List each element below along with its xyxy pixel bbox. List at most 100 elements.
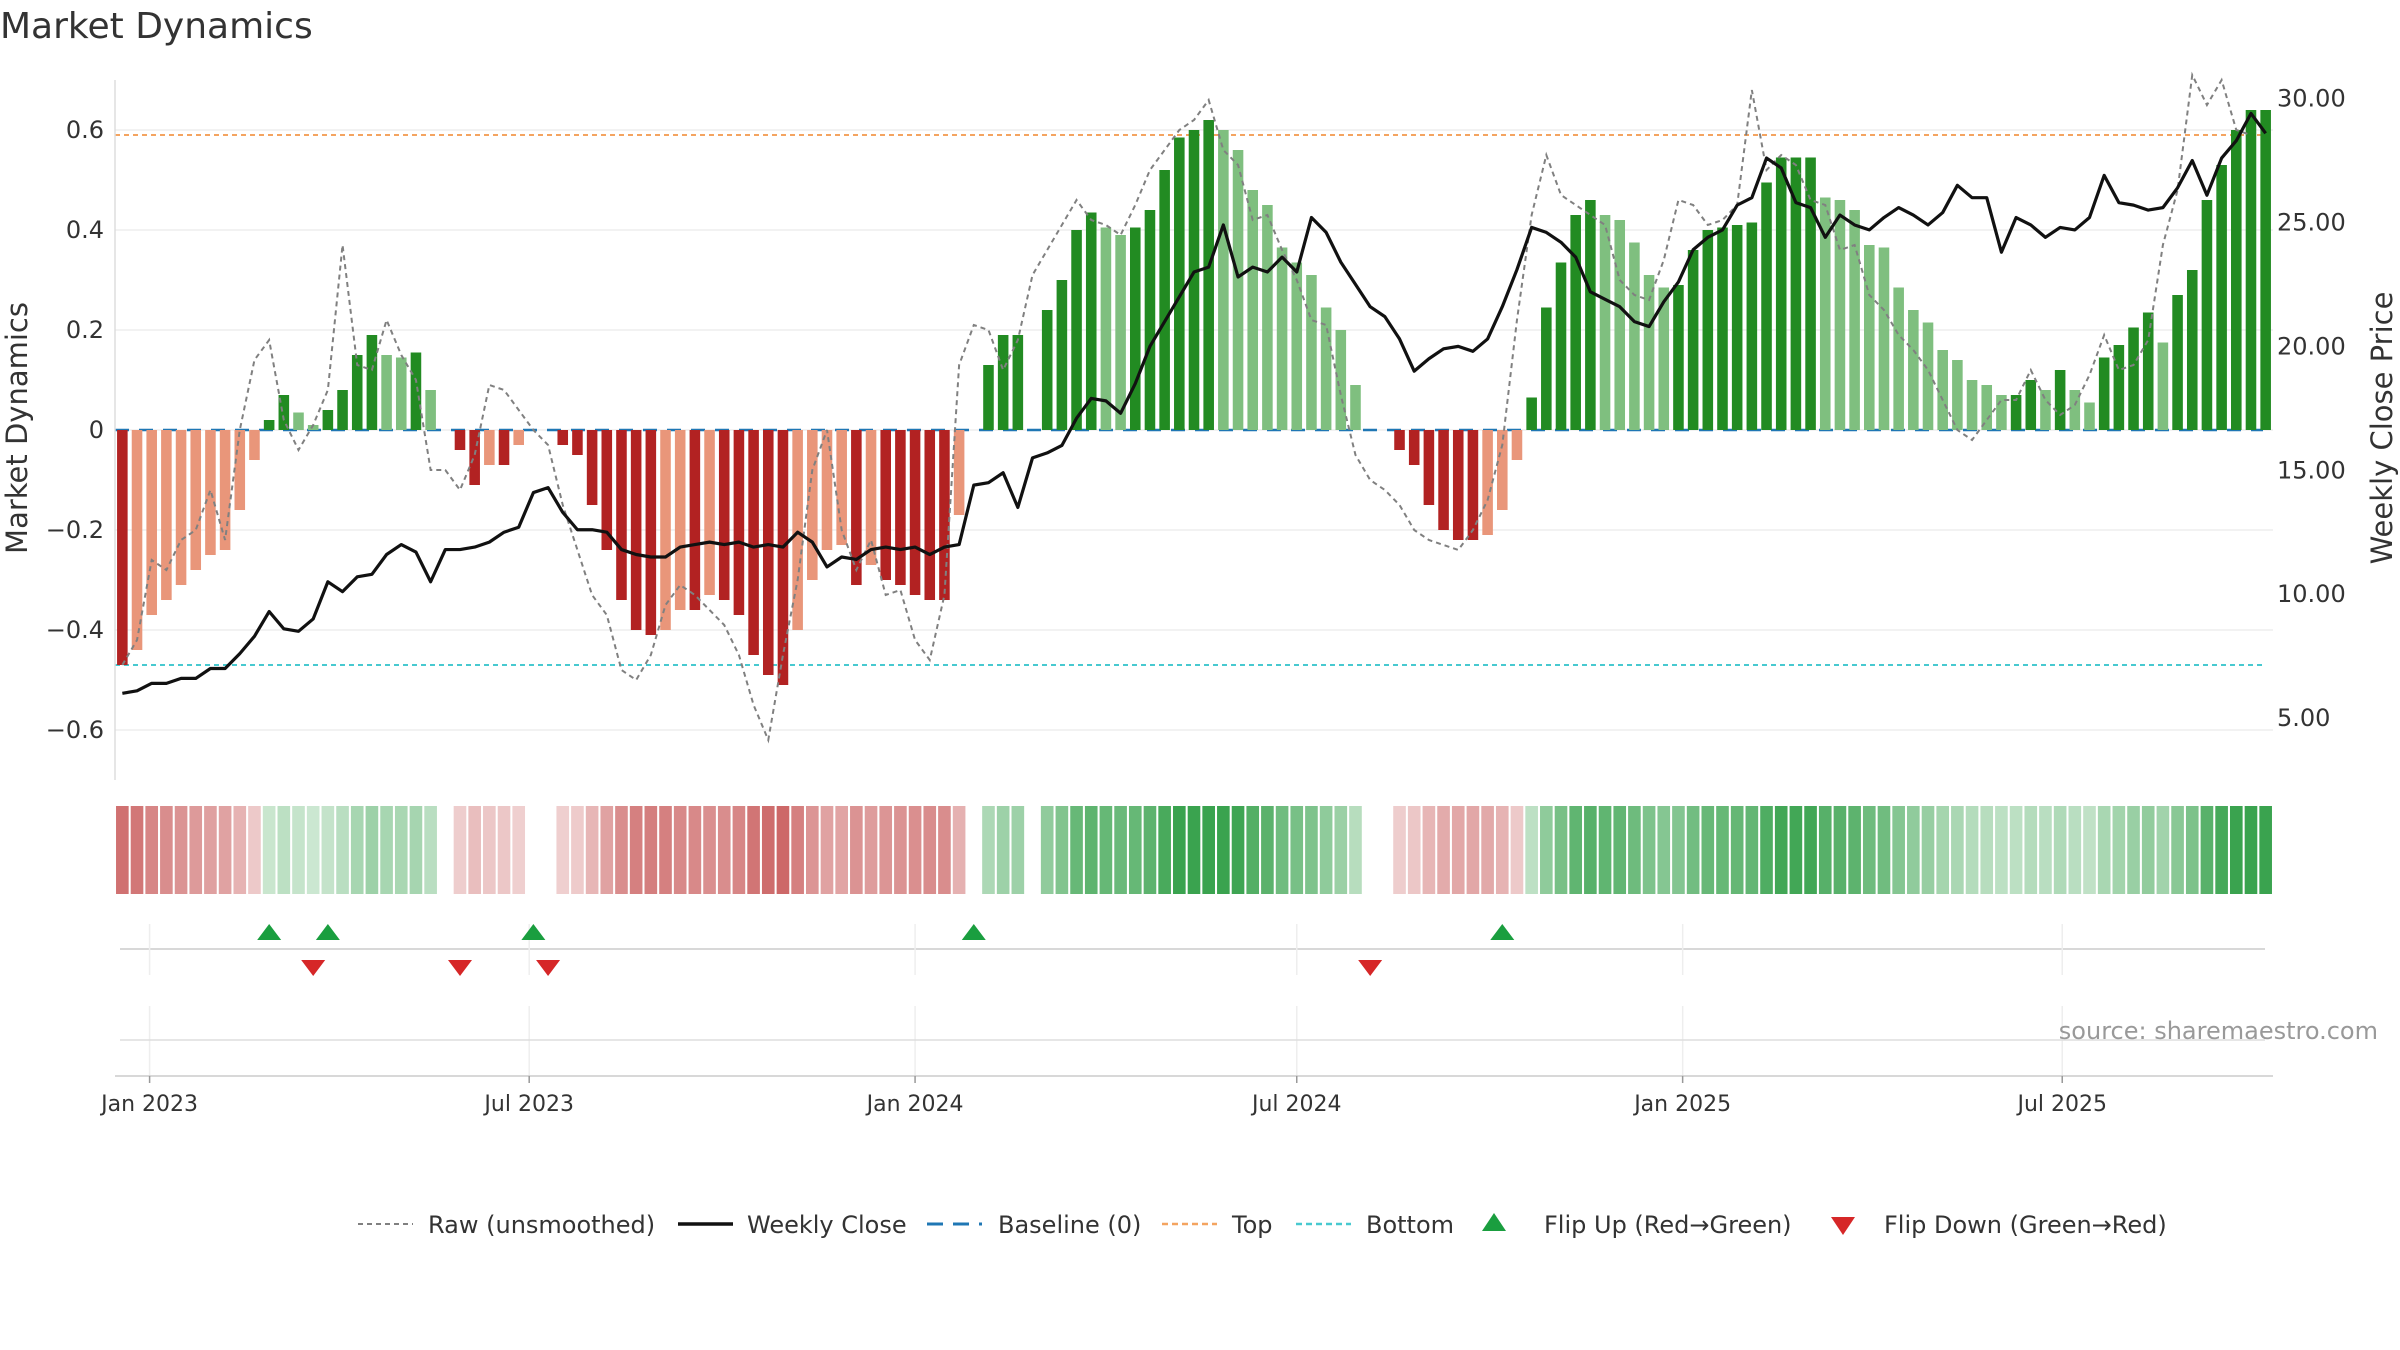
regime-cell [394,806,408,894]
dynamics-bar [263,420,275,430]
regime-cell [1451,806,1465,894]
regime-cell [791,806,804,894]
dynamics-bar [1306,275,1317,430]
regime-cell [1907,806,1920,894]
dynamics-bar [395,357,407,430]
regime-cell [1393,806,1406,894]
weekly-close-series [122,111,2267,695]
regime-cell [1349,806,1362,894]
dynamics-bar [249,430,260,460]
regime-cell [2200,806,2214,894]
regime-cell [1686,806,1700,894]
dynamics-bar [498,430,510,465]
regime-cell [1789,806,1803,894]
date-tick-label: Jan 2025 [1632,1092,1731,1117]
dynamics-bar [733,430,745,615]
dynamics-bar [895,430,906,585]
dynamics-bar [821,430,833,550]
dynamics-bar [278,395,290,430]
regime-cell [673,806,687,894]
regime-cell [1584,806,1597,894]
dynamics-bar [190,430,202,570]
regime-cell [2259,806,2272,894]
regime-cell [879,806,893,894]
regime-strip [116,806,2272,894]
dynamics-bar [836,430,847,545]
dynamics-bar [1012,335,1024,430]
regime-cell [262,806,276,894]
dynamics-bar [1937,350,1948,430]
left-tick-label: −0.6 [46,716,104,744]
dynamics-bar [616,430,627,600]
weekly-close-line [122,111,2267,695]
dynamics-bar [1746,222,1758,430]
regime-cell [1481,806,1494,894]
flip-up-icon [1490,924,1515,940]
regime-cell [1158,806,1171,894]
dynamics-bar [1864,245,1875,430]
dynamics-bar [1115,235,1126,430]
regime-cell [1173,806,1186,894]
regime-cell [1231,806,1245,894]
dynamics-bar [1482,430,1493,535]
dynamics-bar [1408,430,1420,465]
regime-cell [1642,806,1656,894]
dynamics-bar [939,430,950,600]
dynamics-bar [146,430,157,615]
legend-flip-down-label: Flip Down (Green→Red) [1884,1211,2167,1239]
flip-down-icon [301,960,326,976]
regime-cell [2039,806,2052,894]
regime-cell [556,806,570,894]
left-tick-label: −0.4 [46,616,104,644]
dynamics-bar [1511,430,1523,460]
right-tick-label: 30.00 [2277,85,2346,113]
dynamics-bar [1952,360,1963,430]
regime-cell [145,806,159,894]
dynamics-bar [1966,380,1978,430]
regime-cell [1877,806,1891,894]
dynamics-bar [1643,275,1655,430]
flip-up-icon [257,924,282,940]
dynamics-bar [1761,182,1772,430]
dynamics-bar [1100,227,1112,430]
regime-cell [1833,806,1847,894]
left-tick-label: −0.2 [46,516,104,544]
dynamics-bar [2216,165,2227,430]
dynamics-bar [2231,130,2242,430]
regime-cell [1921,806,1935,894]
regime-cell [1070,806,1083,894]
regime-cell [1672,806,1685,894]
regime-cell [1143,806,1157,894]
flip-down-icon [536,960,561,976]
regime-cell [497,806,511,894]
dynamics-bar [1629,242,1640,430]
legend-baseline-label: Baseline (0) [998,1211,1141,1239]
regime-cell [2097,806,2111,894]
dynamics-bar [1541,307,1552,430]
regime-cell [1540,806,1553,894]
dynamics-bar [1805,157,1816,430]
dynamics-bar [1775,157,1787,430]
dynamics-bar [748,430,759,655]
regime-cell [1246,806,1260,894]
regime-cell [365,806,379,894]
left-tick-label: 0.4 [66,216,104,244]
regime-cell [483,806,496,894]
regime-cell [1290,806,1304,894]
regime-cell [1495,806,1509,894]
right-axis-title: Weekly Close Price [2365,292,2399,565]
legend-close-label: Weekly Close [747,1211,907,1239]
dynamics-bar [1790,157,1802,430]
dynamics-bar [1041,310,1053,430]
dynamics-bar [484,430,495,465]
dynamics-bar [2260,110,2271,430]
dynamics-bar [410,352,422,430]
regime-cell [688,806,702,894]
regime-cell [1114,806,1127,894]
regime-cell [2171,806,2184,894]
dynamics-bar [601,430,613,550]
regime-cell [1774,806,1788,894]
dynamics-bar [1071,230,1082,430]
regime-cell [1187,806,1201,894]
regime-cell [732,806,746,894]
